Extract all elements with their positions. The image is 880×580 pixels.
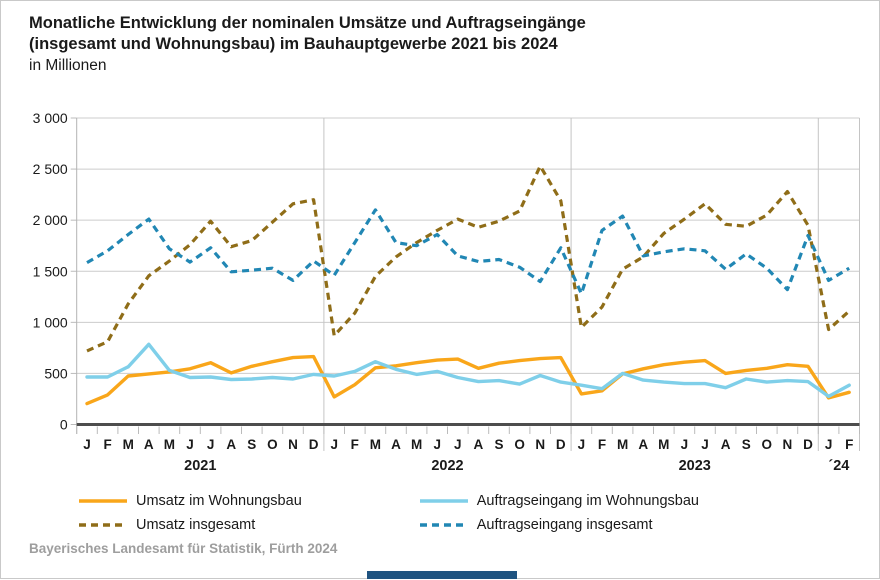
month-label: J: [433, 437, 441, 452]
month-label: J: [207, 437, 215, 452]
series-line-auftragseingang-insgesamt: [86, 208, 851, 296]
x-axis-ticks: [76, 426, 860, 434]
month-label: M: [658, 437, 669, 452]
legend-label: Auftragseingang insgesamt: [476, 517, 653, 533]
month-label: F: [845, 437, 853, 452]
legend-dashed-line-swatch: [419, 523, 468, 527]
month-label: J: [83, 437, 91, 452]
month-label: F: [103, 437, 111, 452]
chart-gridlines: [70, 117, 860, 425]
month-label: M: [617, 437, 628, 452]
month-label: O: [514, 437, 525, 452]
month-label: D: [556, 437, 566, 452]
series-line-auftragseingang-im-wohnungsbau: [85, 342, 851, 399]
y-tick-label: 1 000: [33, 314, 68, 330]
legend-solid-line-swatch: [419, 499, 468, 503]
legend-item: Umsatz insgesamt: [79, 513, 302, 537]
month-label: J: [578, 437, 586, 452]
month-label: O: [762, 437, 773, 452]
y-tick-label: 2 000: [33, 212, 68, 228]
y-axis-labels: 0 500 1 000 1 500 2 000 2 500 3 000: [33, 110, 68, 433]
month-label: J: [825, 437, 833, 452]
month-label: J: [330, 437, 338, 452]
month-label: F: [351, 437, 359, 452]
month-label: A: [721, 437, 731, 452]
legend-label: Auftragseingang im Wohnungsbau: [476, 493, 699, 509]
year-label: 2021: [184, 458, 216, 474]
chart-legend: Umsatz im Wohnungsbau Umsatz insgesamt Auf…: [79, 489, 699, 537]
month-label: M: [370, 437, 381, 452]
month-label: D: [803, 437, 813, 452]
source-note: Bayerisches Landesamt für Statistik, Für…: [29, 541, 338, 556]
chart-title-line-2: (insgesamt und Wohnungsbau) im Bauhauptg…: [29, 35, 558, 53]
y-tick-label: 2 500: [33, 161, 68, 177]
legend-label: Umsatz im Wohnungsbau: [136, 493, 302, 509]
month-label: A: [144, 437, 154, 452]
legend-item: Auftragseingang im Wohnungsbau: [419, 489, 699, 513]
legend-dashed-line-swatch: [79, 523, 127, 527]
month-label: M: [123, 437, 134, 452]
y-tick-label: 3 000: [33, 110, 68, 126]
month-label: A: [474, 437, 484, 452]
month-label: A: [226, 437, 236, 452]
month-label: J: [186, 437, 194, 452]
y-tick-label: 1 500: [33, 263, 68, 279]
legend-label: Umsatz insgesamt: [136, 517, 256, 533]
month-label: N: [535, 437, 545, 452]
year-labels: 2021 2022 2023 ´24: [184, 458, 849, 474]
month-label: A: [638, 437, 648, 452]
y-tick-label: 500: [44, 365, 68, 381]
month-label: J: [681, 437, 689, 452]
month-label: M: [411, 437, 422, 452]
chart-title-block: Monatliche Entwicklung der nominalen Ums…: [29, 13, 586, 76]
chart-title-line-1: Monatliche Entwicklung der nominalen Ums…: [29, 14, 586, 32]
year-label: 2022: [431, 458, 463, 474]
legend-item: Umsatz im Wohnungsbau: [79, 489, 302, 513]
month-label: F: [598, 437, 606, 452]
month-label: S: [494, 437, 503, 452]
month-label: J: [454, 437, 462, 452]
month-label: S: [742, 437, 751, 452]
month-label: D: [309, 437, 319, 452]
month-label: M: [164, 437, 175, 452]
month-label: O: [267, 437, 278, 452]
y-tick-label: 0: [60, 417, 68, 433]
legend-solid-line-swatch: [79, 499, 127, 503]
month-label: J: [701, 437, 709, 452]
month-label: A: [391, 437, 401, 452]
year-label: ´24: [828, 458, 849, 474]
series-line-umsatz-insgesamt: [86, 164, 851, 353]
month-label: S: [247, 437, 256, 452]
month-label: N: [288, 437, 298, 452]
year-label: 2023: [679, 458, 711, 474]
legend-item: Auftragseingang insgesamt: [419, 513, 699, 537]
chart-subtitle: in Millionen: [29, 57, 107, 74]
series-line-umsatz-im-wohnungsbau: [85, 354, 851, 406]
branding-bar: [367, 571, 517, 579]
month-label: N: [783, 437, 793, 452]
